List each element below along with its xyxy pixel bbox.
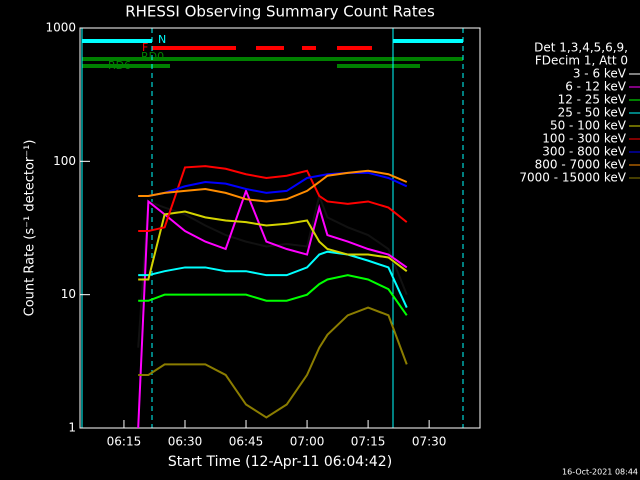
series-line bbox=[138, 171, 408, 197]
flag-label: N bbox=[158, 33, 166, 46]
flag-label: RD0 bbox=[141, 50, 164, 63]
plot-frame bbox=[79, 27, 481, 429]
series-line bbox=[138, 306, 408, 419]
legend-label: 12 - 25 keV bbox=[558, 93, 627, 107]
legend-label: 25 - 50 keV bbox=[558, 106, 627, 120]
y-tick-label: 100 bbox=[53, 154, 76, 168]
legend-label: 6 - 12 keV bbox=[565, 80, 627, 94]
x-tick-label: 07:30 bbox=[412, 435, 447, 449]
legend-label: 3 - 6 keV bbox=[573, 67, 627, 81]
legend-header: Det 1,3,4,5,6,9, bbox=[534, 41, 628, 55]
series-line bbox=[138, 250, 408, 309]
x-tick-label: 07:00 bbox=[290, 435, 325, 449]
legend-header: FDecim 1, Att 0 bbox=[535, 54, 628, 68]
y-tick-label: 10 bbox=[61, 287, 76, 301]
y-tick-label: 1 bbox=[68, 421, 76, 435]
timestamp: 16-Oct-2021 08:44 bbox=[562, 468, 638, 477]
x-axis-label: Start Time (12-Apr-11 06:04:42) bbox=[168, 454, 392, 470]
chart-title: RHESSI Observing Summary Count Rates bbox=[125, 3, 435, 21]
x-tick-label: 07:15 bbox=[351, 435, 386, 449]
series-line bbox=[138, 169, 408, 203]
series-line bbox=[137, 188, 408, 429]
time-markers bbox=[81, 28, 464, 428]
x-tick-label: 06:30 bbox=[168, 435, 203, 449]
legend-label: 800 - 7000 keV bbox=[535, 158, 627, 172]
legend-label: 300 - 800 keV bbox=[542, 145, 626, 159]
series-line bbox=[138, 165, 408, 233]
x-tick-label: 06:15 bbox=[107, 435, 142, 449]
series-line bbox=[138, 274, 408, 316]
flags: N F RD0 RD6 bbox=[82, 33, 463, 72]
legend-label: 100 - 300 keV bbox=[542, 132, 626, 146]
series-line bbox=[138, 210, 408, 281]
x-tick-label: 06:45 bbox=[229, 435, 264, 449]
y-tick-label: 1000 bbox=[45, 21, 76, 35]
flag-label: RD6 bbox=[108, 59, 131, 72]
legend-label: 7000 - 15000 keV bbox=[519, 171, 626, 185]
legend-label: 50 - 100 keV bbox=[550, 119, 627, 133]
y-axis-label: Count Rate (s⁻¹ detector⁻¹) bbox=[23, 140, 38, 317]
flag-label: F bbox=[142, 41, 148, 54]
